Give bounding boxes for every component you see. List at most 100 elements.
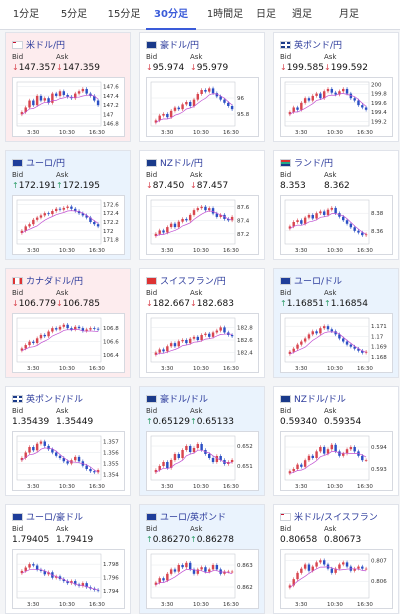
candle-body <box>181 340 184 342</box>
candlestick-chart[interactable]: 0.594 0.593 3:30 10:30 16:30 <box>280 431 393 491</box>
tab-timeframe[interactable]: 週足 <box>292 9 312 20</box>
rate-card[interactable]: カナダドル/円 Bid Ask ↓106.779 ↓106.785 106.8 106.6 1… <box>5 268 131 378</box>
candle-body <box>303 98 307 103</box>
currency-pair-name: ランド/円 <box>294 159 334 169</box>
currency-pair-link[interactable]: NZドル/ドル <box>280 392 346 405</box>
currency-pair-link[interactable]: 米ドル/スイスフラン <box>280 510 378 523</box>
rate-card[interactable]: NZドル/ドル Bid Ask 0.59340 0.59354 0.594 0.593 3:3… <box>273 386 399 496</box>
candlestick-chart[interactable]: 0.863 0.862 3:30 10:30 16:30 <box>146 549 259 609</box>
ask-label: Ask <box>324 289 337 297</box>
rate-card[interactable]: 英ポンド/円 Bid Ask ↓199.585 ↓199.592 200 199.8 199.… <box>273 32 399 142</box>
candlestick-chart[interactable]: 106.8 106.6 106.4 3:30 10:30 16:30 <box>12 313 125 373</box>
rate-card[interactable]: スイスフラン/円 Bid Ask ↓182.667 ↓182.683 182.8 182.6… <box>139 268 265 378</box>
currency-pair-link[interactable]: ユーロ/英ポンド <box>146 510 226 523</box>
currency-pair-link[interactable]: ランド/円 <box>280 156 334 169</box>
x-tick-label: 10:30 <box>193 248 209 254</box>
bid-label: Bid <box>146 171 158 179</box>
candle-body <box>32 100 35 106</box>
y-tick-label: 1.794 <box>103 589 119 595</box>
moving-average-line <box>155 569 233 586</box>
candle-body <box>315 562 318 567</box>
currency-pair-link[interactable]: 豪ドル/円 <box>146 38 199 51</box>
candle-body <box>158 466 161 470</box>
candlestick-chart[interactable]: 172.6 172.4 172.2 172 171.8 3:30 10:30 16:30 <box>12 195 125 255</box>
x-tick-label: 10:30 <box>193 130 209 136</box>
candle-body <box>292 107 295 113</box>
candle-body <box>319 93 322 99</box>
candlestick-chart[interactable]: 1.357 1.356 1.355 1.354 3:30 10:30 16:30 <box>12 431 125 491</box>
candle-body <box>319 560 322 563</box>
rate-card[interactable]: 米ドル/スイスフラン Bid Ask 0.80658 0.80673 0.807 0.806… <box>273 504 399 614</box>
moving-average-line <box>21 447 99 473</box>
tab-timeframe[interactable]: 月足 <box>339 9 359 20</box>
y-tick-label: 0.651 <box>237 464 253 470</box>
ask-label: Ask <box>190 53 203 61</box>
candlestick-chart[interactable]: 147.6 147.4 147.2 147 146.8 3:30 10:30 16:30 <box>12 77 125 137</box>
candle-body <box>43 570 46 575</box>
candle-body <box>211 88 215 94</box>
plot-frame <box>284 435 370 481</box>
tab-timeframe[interactable]: 1時間足 <box>206 9 244 20</box>
candle-body <box>208 208 211 211</box>
candle-body <box>169 569 173 574</box>
rate-card[interactable]: ユーロ/ドル Bid Ask ↑1.16851 ↑1.16854 1.171 1.17 1.1… <box>273 268 399 378</box>
candle-body <box>77 326 81 329</box>
currency-pair-name: カナダドル/円 <box>26 277 84 287</box>
arrow-down-icon: ↓ <box>12 63 19 72</box>
candle-body <box>28 564 31 568</box>
rate-card[interactable]: ユーロ/豪ドル Bid Ask 1.79405 1.79419 1.798 1.796 1.7… <box>5 504 131 614</box>
rate-card[interactable]: ランド/円 Bid Ask 8.353 8.362 8.38 8.36 3:30 10:30 16… <box>273 150 399 260</box>
candle-body <box>96 224 100 227</box>
australia-flag-icon <box>146 394 157 403</box>
candlestick-chart[interactable]: 0.652 0.651 3:30 10:30 16:30 <box>146 431 259 491</box>
rate-card[interactable]: 豪ドル/円 Bid Ask ↓95.974 ↓95.979 96 95.8 3:30 10:30… <box>139 32 265 142</box>
rate-card[interactable]: ユーロ/英ポンド Bid Ask ↑0.86270 ↑0.86278 0.863 0.862… <box>139 504 265 614</box>
currency-pair-link[interactable]: ユーロ/ドル <box>280 274 343 287</box>
candle-body <box>62 207 66 210</box>
tab-timeframe[interactable]: 1分足 <box>12 9 40 20</box>
currency-pair-link[interactable]: 米ドル/円 <box>12 38 65 51</box>
currency-pair-link[interactable]: スイスフラン/円 <box>146 274 226 287</box>
candle-body <box>307 564 311 571</box>
candle-body <box>188 102 192 106</box>
candlestick-chart[interactable]: 1.798 1.796 1.794 3:30 10:30 16:30 <box>12 549 125 609</box>
tab-timeframe[interactable]: 日足 <box>256 9 276 20</box>
candlestick-chart[interactable]: 200 199.8 199.6 199.4 199.2 3:30 10:30 16:30 <box>280 77 393 137</box>
candle-body <box>177 454 180 458</box>
candle-body <box>32 341 35 344</box>
candle-body <box>215 213 219 217</box>
candlestick-chart[interactable]: 182.8 182.6 182.4 3:30 10:30 16:30 <box>146 313 259 373</box>
candle-body <box>353 346 356 349</box>
candlestick-chart[interactable]: 0.807 0.806 3:30 10:30 16:30 <box>280 549 393 609</box>
candle-body <box>330 568 334 573</box>
y-tick-label: 199.8 <box>371 92 387 98</box>
currency-pair-link[interactable]: カナダドル/円 <box>12 274 84 287</box>
candle-body <box>315 451 318 458</box>
rate-card[interactable]: 豪ドル/ドル Bid Ask ↑0.65129 ↑0.65133 0.652 0.651 3:… <box>139 386 265 496</box>
candlestick-chart[interactable]: 8.38 8.36 3:30 10:30 16:30 <box>280 195 393 255</box>
bid-label: Bid <box>146 53 158 61</box>
currency-pair-link[interactable]: 英ポンド/ドル <box>12 392 83 405</box>
candlestick-chart[interactable]: 96 95.8 3:30 10:30 16:30 <box>146 77 259 137</box>
y-tick-label: 1.796 <box>103 576 119 582</box>
ask-value: 95.979 <box>196 63 229 73</box>
currency-pair-link[interactable]: ユーロ/円 <box>12 156 65 169</box>
currency-pair-name: ユーロ/ドル <box>294 277 343 287</box>
currency-pair-link[interactable]: 英ポンド/円 <box>280 38 342 51</box>
rate-card[interactable]: 英ポンド/ドル Bid Ask 1.35439 1.35449 1.357 1.356 1.3… <box>5 386 131 496</box>
currency-pair-link[interactable]: 豪ドル/ドル <box>146 392 208 405</box>
candlestick-chart[interactable]: 1.171 1.17 1.169 1.168 3:30 10:30 16:30 <box>280 313 393 373</box>
y-tick-label: 1.798 <box>103 562 119 568</box>
tab-timeframe[interactable]: 15分足 <box>107 9 141 20</box>
tab-timeframe[interactable]: 5分足 <box>60 9 88 20</box>
candlestick-chart[interactable]: 87.6 87.4 87.2 3:30 10:30 16:30 <box>146 195 259 255</box>
tab-timeframe[interactable]: 30分足 <box>146 0 196 30</box>
rate-card[interactable]: ユーロ/円 Bid Ask ↑172.191 ↑172.195 172.6 172.4 172… <box>5 150 131 260</box>
currency-pair-link[interactable]: ユーロ/豪ドル <box>12 510 83 523</box>
candle-body <box>74 456 77 461</box>
moving-average-line <box>289 331 367 355</box>
candle-body <box>28 341 31 346</box>
rate-card[interactable]: NZドル/円 Bid Ask ↓87.450 ↓87.457 87.6 87.4 87.2 3:… <box>139 150 265 260</box>
rate-card[interactable]: 米ドル/円 Bid Ask ↓147.357 ↓147.359 147.6 147.4 147… <box>5 32 131 142</box>
currency-pair-link[interactable]: NZドル/円 <box>146 156 203 169</box>
